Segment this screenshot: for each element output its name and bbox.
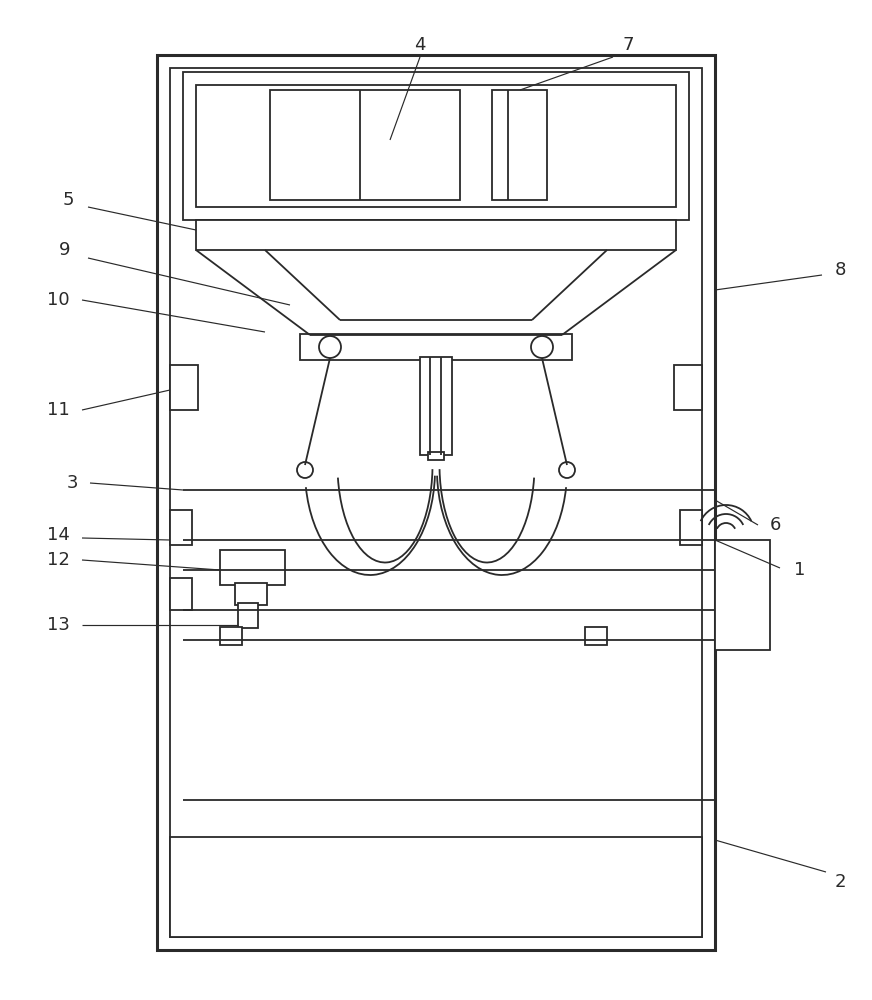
Text: 5: 5 (62, 191, 74, 209)
Text: 9: 9 (59, 241, 71, 259)
Bar (674, 365, 702, 410)
Bar (196, 85, 676, 207)
Bar (196, 220, 676, 250)
Text: 10: 10 (47, 291, 69, 309)
Bar (235, 583, 267, 605)
Bar (238, 603, 258, 628)
Bar (492, 90, 547, 200)
Bar (170, 578, 192, 610)
Bar (585, 627, 607, 645)
Bar (170, 365, 198, 410)
Bar (300, 334, 572, 360)
Bar (428, 452, 444, 460)
Bar (170, 837, 702, 937)
Text: 6: 6 (769, 516, 780, 534)
Bar (183, 72, 689, 220)
Bar (270, 90, 460, 200)
Text: 12: 12 (46, 551, 70, 569)
Text: 8: 8 (835, 261, 846, 279)
Bar (715, 540, 770, 650)
Text: 14: 14 (46, 526, 70, 544)
Bar (170, 68, 702, 937)
Text: 11: 11 (46, 401, 70, 419)
Bar (420, 357, 452, 455)
Text: 3: 3 (66, 474, 78, 492)
Text: 7: 7 (623, 36, 634, 54)
Text: 4: 4 (414, 36, 426, 54)
Text: 13: 13 (46, 616, 70, 634)
Bar (157, 55, 715, 950)
Bar (680, 510, 702, 545)
Bar (220, 627, 242, 645)
Bar (220, 550, 285, 585)
Text: 1: 1 (794, 561, 806, 579)
Bar (170, 510, 192, 545)
Text: 2: 2 (835, 873, 846, 891)
